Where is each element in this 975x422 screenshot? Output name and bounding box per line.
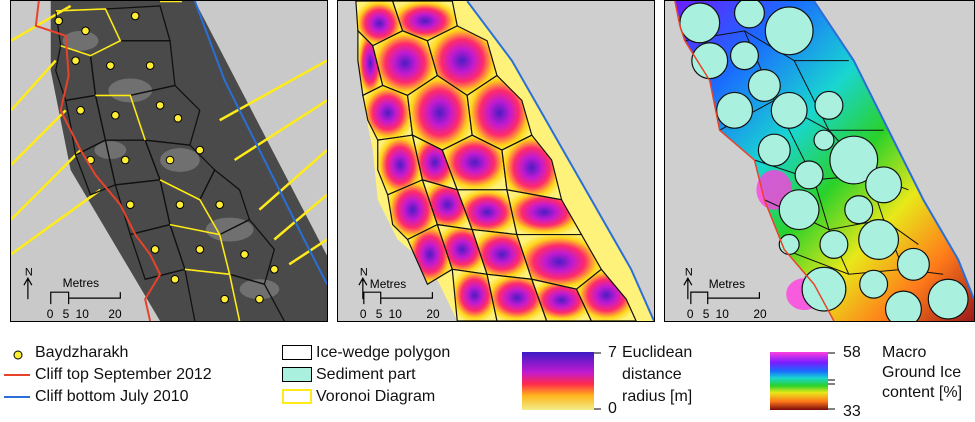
north-arrow-icon (683, 277, 693, 300)
scalebar-tick-5: 5 (376, 307, 383, 321)
ground-ice-label-line2: Ground Ice (882, 364, 962, 381)
scalebar-tick-20: 20 (108, 307, 122, 321)
map-panel-voronoi: N Metres 0 5 10 20 (10, 0, 328, 322)
scalebar-tick-5: 5 (703, 307, 710, 321)
ground-ice-label-line3: content [%] (882, 384, 963, 401)
baydzharakh-points (54, 11, 279, 304)
voronoi-rays (11, 1, 327, 266)
legend-baydzharakh: Baydzharakh (35, 344, 129, 361)
scalebar-icon (363, 291, 433, 305)
ground-ice-label-line1: Macro (882, 344, 927, 361)
north-label: N (360, 266, 368, 278)
cliff-bottom-line (466, 1, 654, 321)
cliff-top-line (674, 1, 835, 321)
scalebar-tick-0: 0 (360, 307, 367, 321)
euclidean-color-ramp (522, 352, 594, 410)
voronoi-edges (55, 8, 241, 321)
legend-sediment-part: Sediment part (316, 366, 416, 383)
scalebar-title: Metres (63, 276, 99, 290)
euclidean-max-label: 7 (608, 344, 617, 361)
map-panel-ground-ice: N Metres 0 5 10 20 (664, 0, 975, 322)
distance-cells (355, 1, 637, 321)
scalebar-icon (50, 291, 121, 305)
north-arrow-scalebar: N Metres 0 5 10 20 (683, 266, 767, 321)
map-euclidean-svg: N Metres 0 5 10 20 (338, 1, 654, 321)
scalebar-tick-5: 5 (63, 307, 70, 321)
ground-ice-max-label: 58 (843, 344, 861, 361)
euclidean-ramp-ticks (594, 352, 601, 410)
cliff-bottom-line-icon (4, 396, 30, 398)
legend-cliff-top: Cliff top September 2012 (35, 366, 212, 383)
map-voronoi-svg: N Metres 0 5 10 20 (11, 1, 327, 321)
euclidean-label-line1: Euclidean (622, 344, 693, 361)
scalebar-icon (690, 291, 760, 305)
map-ground-ice-svg: N Metres 0 5 10 20 (665, 1, 974, 321)
scalebar-title: Metres (709, 277, 745, 291)
north-label: N (685, 266, 693, 278)
north-arrow-scalebar: N Metres 0 5 10 20 (23, 266, 122, 321)
north-arrow-icon (358, 277, 368, 300)
sediment-part-swatch (282, 367, 312, 382)
legend-voronoi-diagram: Voronoi Diagram (316, 388, 436, 405)
scalebar-tick-0: 0 (687, 307, 694, 321)
scalebar-tick-20: 20 (426, 307, 440, 321)
voronoi-diagram-swatch (282, 389, 312, 404)
euclidean-min-label: 0 (608, 400, 617, 417)
scalebar-title: Metres (370, 277, 406, 291)
scalebar-tick-0: 0 (47, 307, 54, 321)
euclidean-label-line3: radius [m] (622, 388, 693, 405)
north-label: N (25, 266, 33, 278)
baydzharakh-point-icon (13, 350, 23, 360)
ground-ice-color-ramp (770, 352, 828, 410)
cliff-bottom-line (193, 1, 327, 285)
cliff-top-line-icon (4, 374, 30, 376)
sediment-circles (679, 1, 969, 321)
north-arrow-scalebar: N Metres 0 5 10 20 (358, 266, 440, 321)
cliff-bottom-line (813, 1, 974, 300)
scalebar-tick-10: 10 (76, 307, 90, 321)
legend-cliff-bottom: Cliff bottom July 2010 (35, 388, 189, 405)
ice-wedge-polygon-swatch (282, 345, 312, 360)
euclidean-label-line2: distance (622, 366, 682, 383)
ground-ice-ramp-ticks (828, 352, 835, 410)
north-arrow-icon (23, 277, 33, 300)
map-panel-euclidean: N Metres 0 5 10 20 (337, 0, 655, 322)
ground-ice-min-label: 33 (843, 403, 861, 420)
scalebar-tick-10: 10 (716, 307, 730, 321)
cliff-top-line (34, 1, 162, 321)
legend-ice-wedge-polygon: Ice-wedge polygon (316, 344, 451, 361)
scalebar-tick-20: 20 (753, 307, 767, 321)
scalebar-tick-10: 10 (389, 307, 403, 321)
